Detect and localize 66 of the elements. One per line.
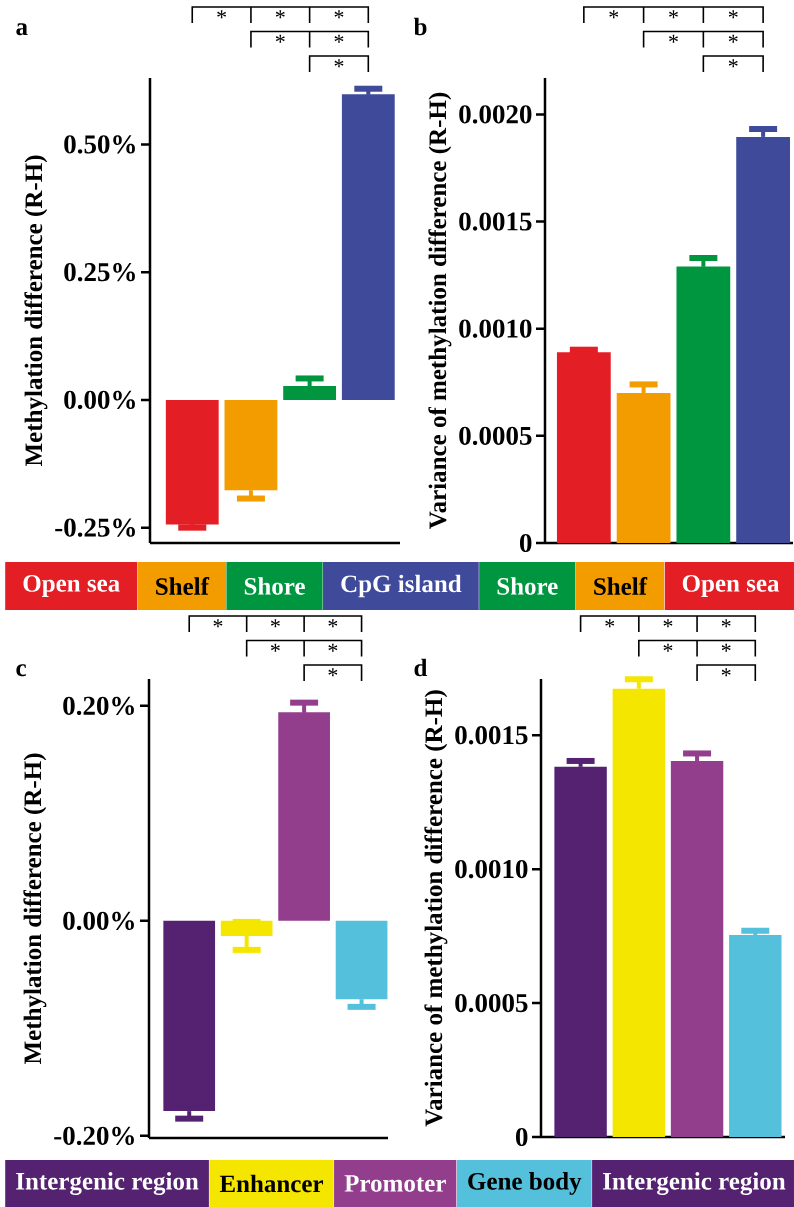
text: * [663, 619, 673, 628]
category-label: Intergenic region [603, 1172, 786, 1195]
text: * [334, 10, 344, 19]
y-tick-label: 0 [520, 533, 532, 553]
y-tick-label: -0.25% [55, 518, 135, 537]
text: * [328, 619, 338, 628]
text: * [328, 668, 338, 677]
y-axis-title: Variance of methylation difference (R-H) [424, 690, 448, 1127]
category-label: Shore [497, 577, 558, 595]
text: * [721, 643, 731, 652]
bar [612, 688, 666, 1137]
y-tick-label: 0.0010 [455, 859, 528, 879]
chart-title: b [413, 17, 427, 36]
category-label: Shelf [156, 577, 210, 595]
category-label: Shelf [594, 577, 648, 595]
category-label: Intergenic region [16, 1172, 199, 1195]
y-axis-title: Methylation difference (R-H) [24, 155, 48, 467]
text: * [663, 643, 673, 652]
bar [676, 266, 731, 543]
y-tick-label: 0.0020 [459, 105, 532, 124]
y-tick-label: 0 [516, 1127, 528, 1147]
y-tick-label: 0.0010 [459, 319, 532, 338]
text: * [270, 619, 280, 628]
bar [736, 136, 791, 543]
text: * [609, 10, 619, 19]
y-tick-label: 0.25% [64, 263, 135, 282]
category-label: Shore [244, 577, 305, 595]
y-tick-label: -0.20% [54, 1126, 134, 1145]
text: * [334, 34, 344, 43]
y-tick-label: 0.0015 [455, 726, 528, 745]
category-label: Enhancer [219, 1174, 324, 1193]
text: * [328, 643, 338, 652]
bar [670, 760, 724, 1137]
chart-title: c [16, 664, 27, 677]
text: * [270, 643, 280, 652]
text: * [728, 10, 738, 19]
text: * [275, 34, 285, 43]
text: * [213, 619, 223, 628]
y-axis-title: Variance of methylation difference (R-H) [428, 92, 452, 529]
text: * [669, 10, 678, 19]
y-tick-label: 0.00% [63, 911, 134, 931]
category-label: Open sea [682, 575, 780, 597]
chart-title: d [414, 658, 428, 677]
text: * [334, 59, 344, 68]
text: * [605, 619, 615, 628]
chart-title: a [16, 23, 28, 36]
text: * [721, 619, 731, 628]
category-label: Gene body [468, 1172, 582, 1195]
y-tick-label: 0.0005 [459, 426, 532, 446]
category-label: Promoter [344, 1175, 446, 1192]
bar [616, 392, 671, 543]
text: * [721, 668, 731, 677]
bar [224, 399, 278, 491]
y-tick-label: 0.0005 [455, 993, 528, 1013]
text: * [669, 34, 678, 43]
y-tick-label: 0.00% [64, 390, 135, 410]
text: * [275, 10, 285, 19]
text: * [728, 34, 738, 43]
y-tick-label: 0.50% [64, 135, 135, 154]
category-label: CpG island [341, 574, 462, 598]
category-label: Open sea [23, 575, 120, 597]
text: * [217, 10, 227, 19]
y-tick-label: 0.20% [63, 696, 134, 716]
y-axis-title: Methylation difference (R-H) [23, 753, 47, 1065]
y-tick-label: 0.0015 [459, 212, 532, 231]
text: * [728, 59, 738, 68]
